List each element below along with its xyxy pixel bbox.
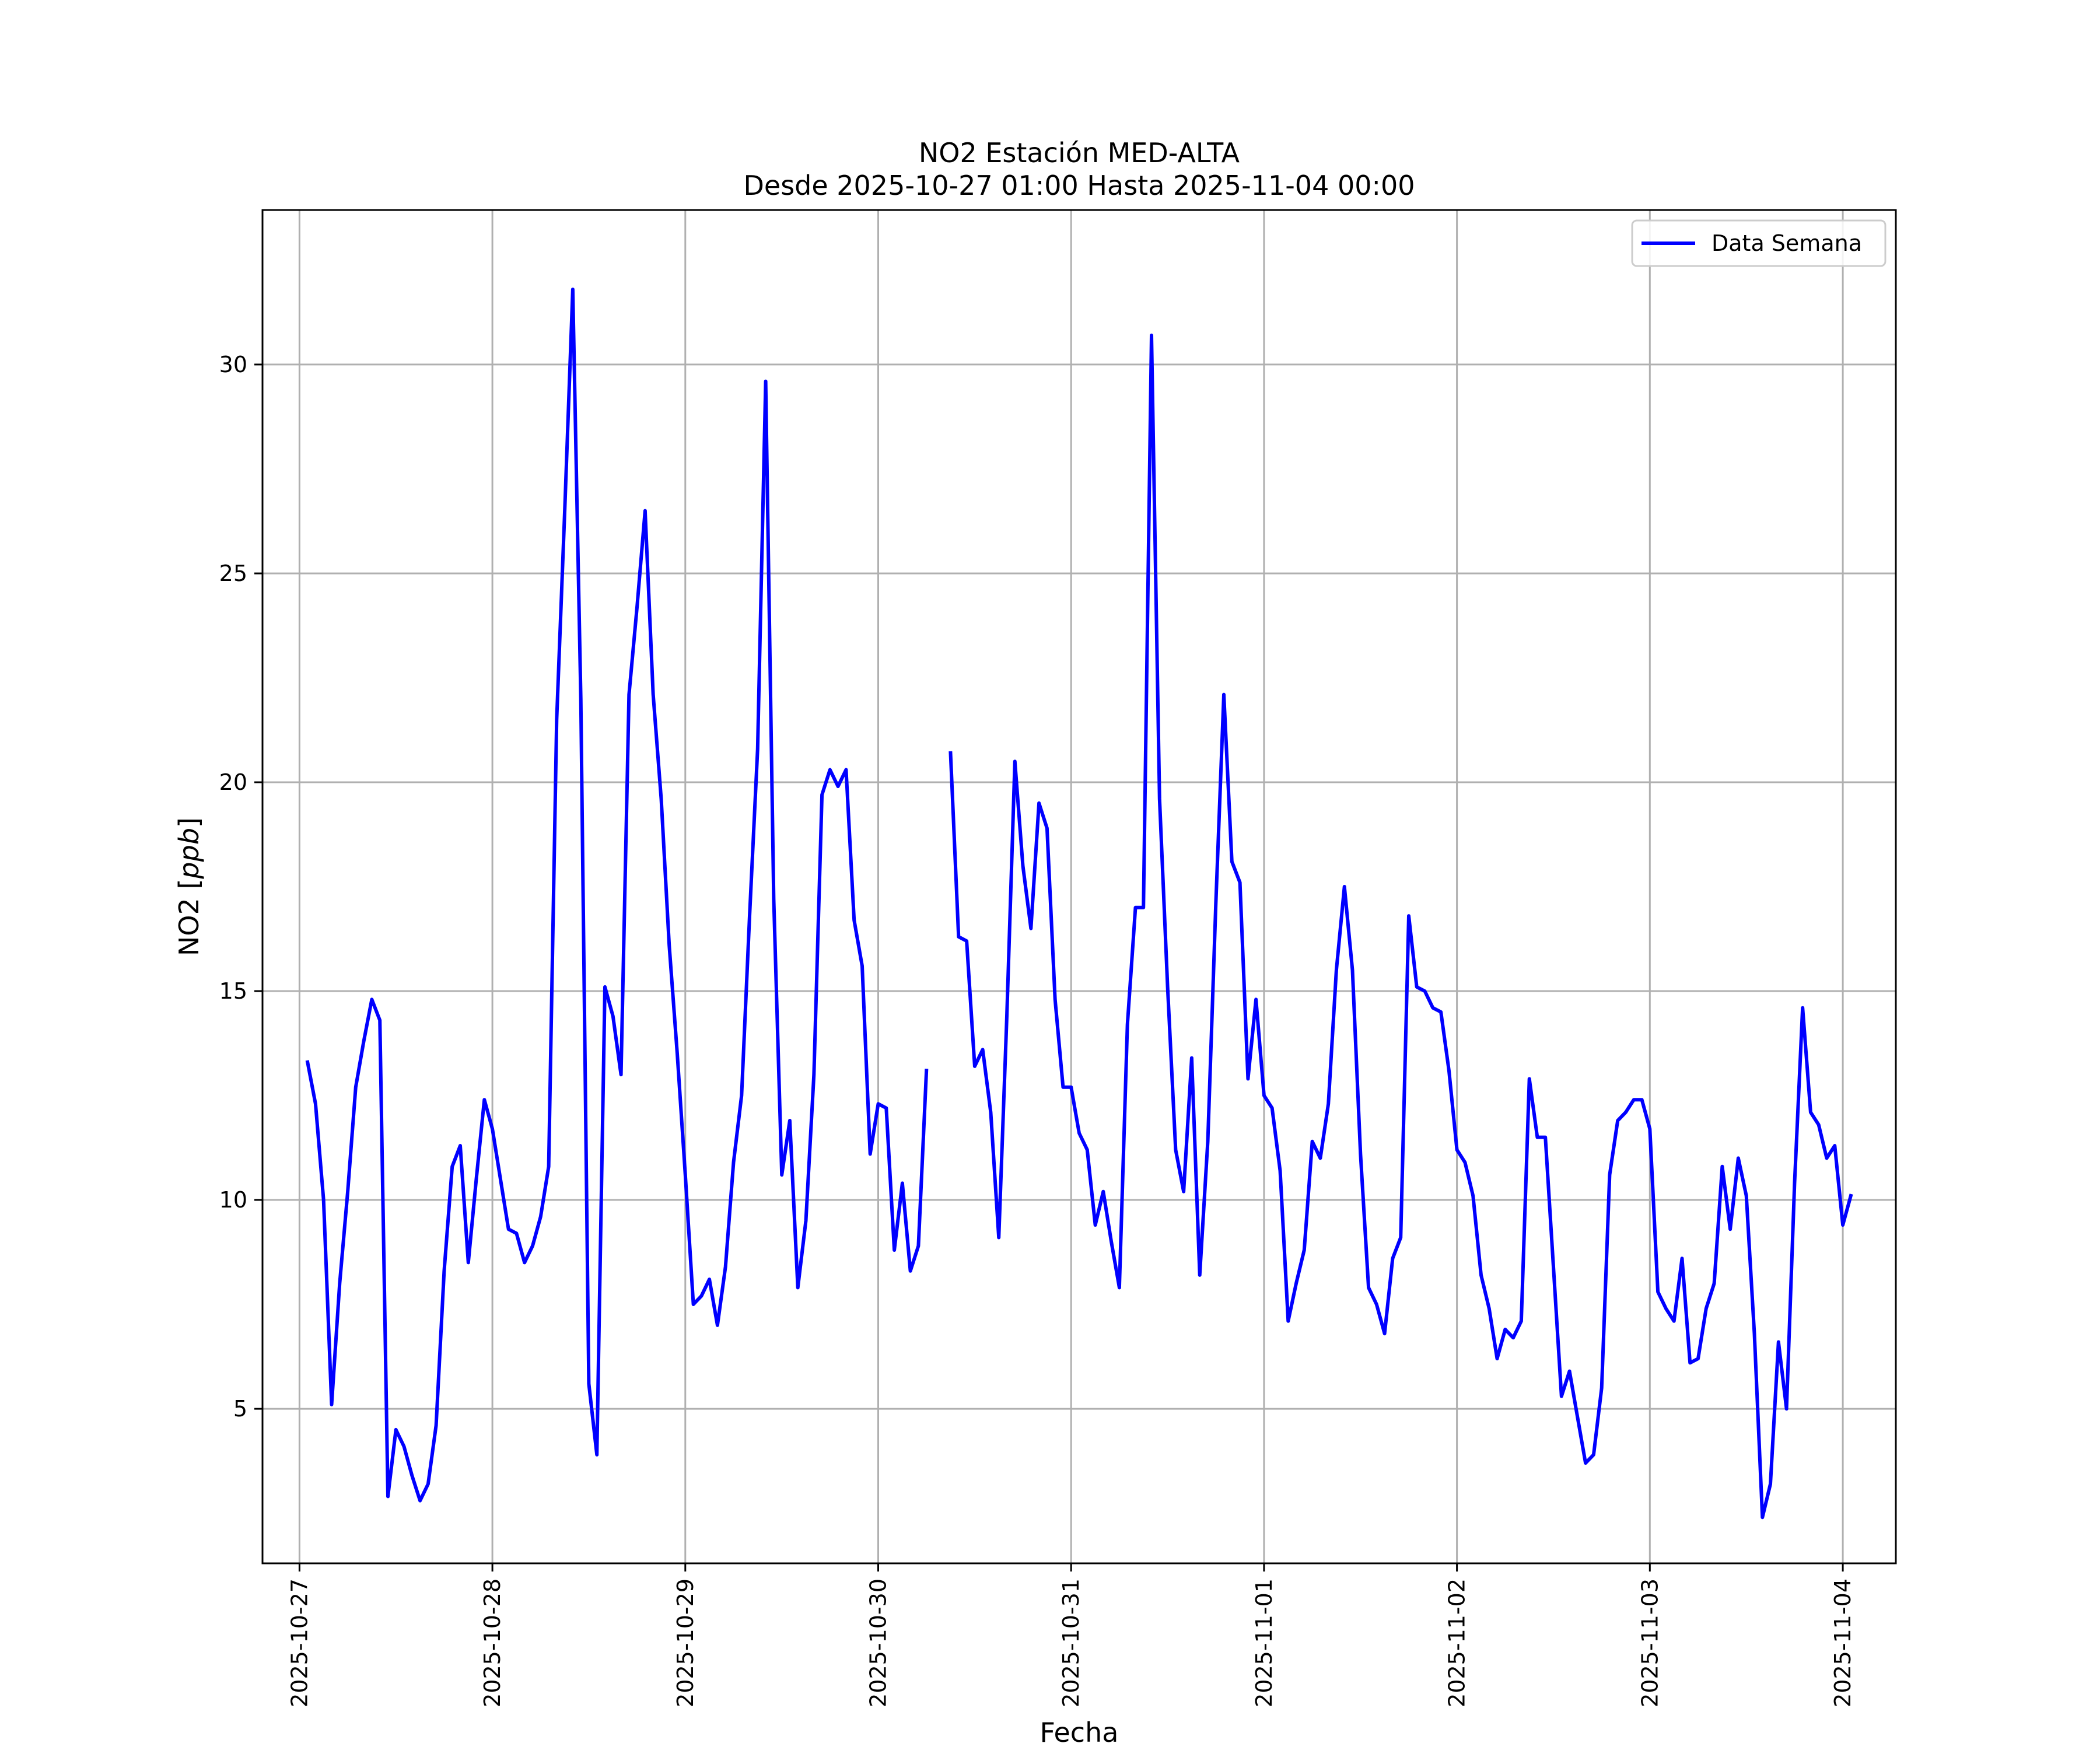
x-tick-label: 2025-10-30 bbox=[866, 1578, 891, 1707]
y-tick-label: 20 bbox=[219, 769, 247, 795]
plot-frame bbox=[261, 209, 1897, 1564]
legend-box bbox=[1631, 219, 1887, 267]
x-tick-label: 2025-11-03 bbox=[1637, 1578, 1662, 1707]
series-layer bbox=[305, 288, 1853, 1520]
y-axis-label-suffix: ] bbox=[173, 817, 205, 828]
legend: Data Semana bbox=[1631, 219, 1887, 267]
x-tick-label: 2025-11-01 bbox=[1251, 1578, 1277, 1707]
y-axis-label-unit: ppb bbox=[173, 828, 205, 880]
x-tick-label: 2025-11-02 bbox=[1444, 1578, 1470, 1707]
x-axis: 2025-10-27 2025-10-28 2025-10-29 2025-10-30… bbox=[286, 1563, 1856, 1707]
chart-title: NO2 Estación MED-ALTA bbox=[919, 137, 1240, 169]
y-axis: 5 10 15 20 25 30 bbox=[219, 352, 262, 1422]
grid bbox=[262, 210, 1896, 1563]
x-tick-label: 2025-10-31 bbox=[1058, 1578, 1084, 1707]
series-line-data-semana bbox=[305, 288, 1853, 1520]
x-tick-label: 2025-10-29 bbox=[673, 1578, 698, 1707]
x-tick-label: 2025-10-27 bbox=[286, 1578, 312, 1707]
x-tick-label: 2025-11-04 bbox=[1830, 1578, 1856, 1707]
y-axis-label-prefix: NO2 [ bbox=[173, 879, 205, 956]
y-tick-label: 15 bbox=[219, 978, 247, 1004]
y-tick-label: 30 bbox=[219, 352, 247, 377]
x-axis-label: Fecha bbox=[1040, 1717, 1119, 1748]
y-tick-label: 25 bbox=[219, 561, 247, 586]
x-tick-label: 2025-10-28 bbox=[480, 1578, 505, 1707]
y-axis-label: NO2 [ppb] bbox=[173, 817, 205, 956]
legend-label-data-semana: Data Semana bbox=[1712, 230, 1862, 256]
y-tick-label: 5 bbox=[233, 1396, 247, 1422]
chart-subtitle: Desde 2025-10-27 01:00 Hasta 2025-11-04 … bbox=[743, 170, 1415, 201]
y-tick-label: 10 bbox=[219, 1187, 247, 1213]
